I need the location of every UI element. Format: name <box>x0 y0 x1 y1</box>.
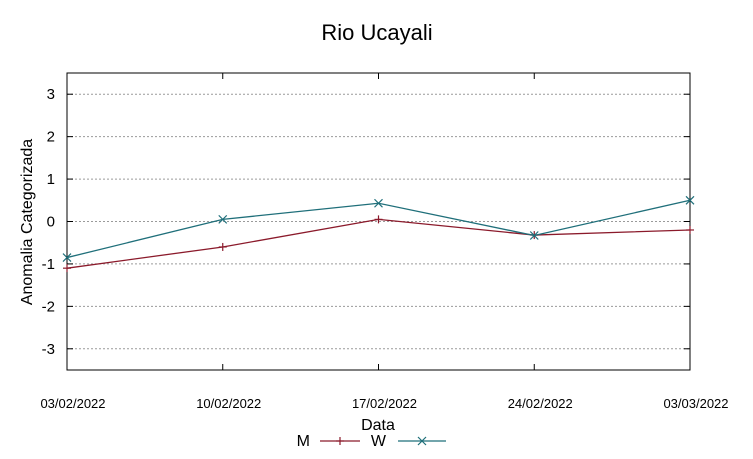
y-tick-label: 3 <box>47 86 55 103</box>
chart-title: Rio Ucayali <box>321 20 432 45</box>
series-line <box>66 218 691 269</box>
y-tick-label: 0 <box>47 214 55 231</box>
x-axis-ticks: 03/02/2022 10/02/2022 17/02/2022 24/02/2022… <box>40 73 729 411</box>
series-line <box>66 199 691 259</box>
legend-marker <box>336 437 344 445</box>
data-point-marker <box>417 436 427 446</box>
series-w <box>62 195 695 262</box>
data-point-marker <box>62 253 72 262</box>
x-axis-label: Data <box>361 417 395 434</box>
y-tick-label: 2 <box>47 129 55 146</box>
x-tick-label: 03/02/2022 <box>40 396 105 411</box>
x-tick-label: 10/02/2022 <box>196 396 261 411</box>
y-tick-label: 1 <box>47 171 55 188</box>
legend-label: W <box>371 433 387 450</box>
x-tick-label: 24/02/2022 <box>508 396 573 411</box>
x-tick-label: 03/03/2022 <box>663 396 728 411</box>
y-axis-label: Anomalia Categorizada <box>19 139 36 305</box>
data-point-marker <box>374 198 383 208</box>
x-tick-label: 17/02/2022 <box>352 396 417 411</box>
y-tick-label: -2 <box>42 298 55 315</box>
series-layer <box>62 195 695 273</box>
data-point-marker <box>685 195 695 205</box>
y-tick-label: -1 <box>42 256 55 273</box>
data-point-marker <box>218 214 228 224</box>
y-axis-ticks: 3 2 1 0 -1 -2 -3 <box>42 86 690 358</box>
legend-marker <box>417 436 427 446</box>
data-point-marker <box>529 231 539 240</box>
y-tick-label: -3 <box>42 341 55 358</box>
legend-label: M <box>297 433 310 450</box>
